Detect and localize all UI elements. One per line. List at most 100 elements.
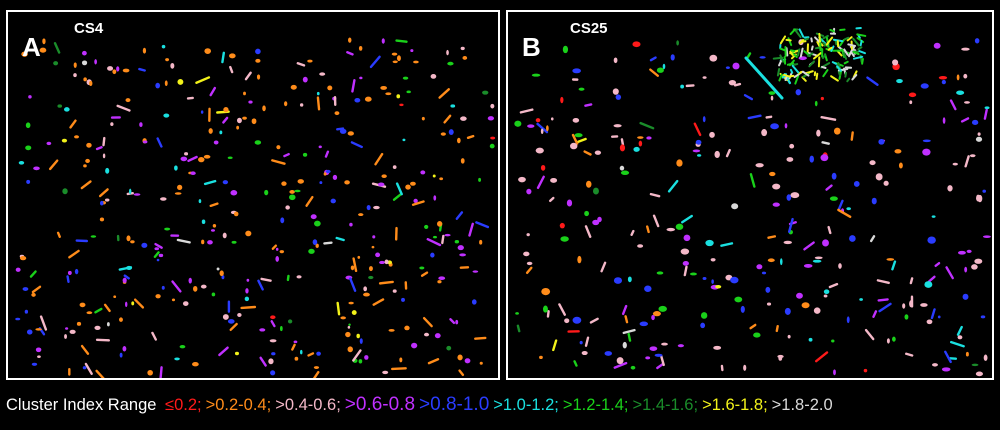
cluster-mark — [102, 136, 106, 147]
cluster-mark — [122, 68, 130, 73]
cluster-mark — [264, 189, 269, 196]
cluster-mark — [725, 66, 730, 70]
cluster-mark — [195, 76, 211, 84]
cluster-mark — [312, 370, 320, 378]
cluster-mark — [420, 170, 426, 175]
cluster-mark — [621, 304, 628, 316]
cluster-mark — [846, 77, 851, 83]
cluster-mark — [838, 263, 842, 269]
cluster-mark — [363, 286, 368, 292]
cluster-mark — [29, 270, 37, 278]
cluster-mark — [766, 302, 772, 306]
cluster-mark — [378, 280, 394, 285]
cluster-mark — [869, 160, 876, 166]
cluster-mark — [211, 292, 216, 297]
cluster-mark — [863, 368, 868, 373]
cluster-mark — [396, 94, 401, 99]
cluster-mark — [236, 125, 240, 130]
cluster-mark — [242, 116, 247, 120]
cluster-mark — [151, 331, 157, 341]
cluster-mark — [898, 162, 903, 169]
cluster-mark — [857, 46, 863, 51]
cluster-mark — [814, 351, 829, 363]
cluster-mark — [316, 351, 321, 356]
cluster-mark — [201, 239, 205, 245]
cluster-mark — [198, 156, 205, 163]
cluster-mark — [313, 366, 320, 369]
cluster-mark — [830, 45, 835, 52]
cluster-mark — [236, 117, 242, 124]
cluster-mark — [559, 222, 565, 229]
cluster-mark — [725, 148, 731, 158]
cluster-mark — [713, 345, 722, 350]
legend-item: >0.8-1.0 — [419, 394, 490, 415]
cluster-mark — [444, 233, 451, 237]
cluster-mark — [850, 51, 855, 58]
cluster-mark — [283, 152, 290, 158]
cluster-mark — [859, 298, 863, 301]
cluster-mark — [831, 339, 835, 343]
cluster-mark — [424, 224, 429, 229]
cluster-mark — [257, 279, 264, 291]
cluster-mark — [779, 35, 787, 45]
cluster-mark — [680, 248, 690, 255]
cluster-mark — [245, 230, 252, 237]
cluster-mark — [689, 272, 697, 276]
cluster-mark — [373, 205, 380, 210]
cluster-mark — [366, 204, 371, 211]
cluster-mark — [971, 264, 978, 270]
cluster-mark — [256, 74, 261, 80]
cluster-mark — [99, 217, 105, 222]
cluster-mark — [294, 189, 301, 193]
cluster-mark — [259, 356, 267, 367]
cluster-mark — [583, 150, 592, 156]
cluster-mark — [223, 106, 229, 113]
cluster-mark — [964, 101, 970, 104]
cluster-mark — [976, 194, 981, 202]
cluster-mark — [784, 307, 791, 315]
cluster-mark — [776, 67, 781, 77]
cluster-mark — [457, 354, 463, 361]
cluster-mark — [830, 75, 839, 82]
cluster-mark — [83, 77, 87, 82]
cluster-mark — [720, 242, 734, 247]
cluster-mark — [702, 116, 706, 123]
cluster-mark — [755, 163, 764, 168]
cluster-mark — [449, 318, 456, 324]
cluster-mark — [171, 298, 176, 302]
cluster-mark — [410, 49, 414, 53]
cluster-mark — [287, 319, 293, 324]
cluster-mark — [872, 310, 878, 318]
cluster-mark — [450, 104, 456, 108]
cluster-mark — [927, 275, 936, 283]
cluster-mark — [941, 79, 946, 85]
cluster-mark — [349, 222, 353, 227]
cluster-mark — [677, 344, 684, 348]
cluster-mark — [531, 73, 541, 77]
cluster-mark — [248, 100, 253, 104]
cluster-mark — [627, 332, 632, 342]
cluster-mark — [700, 322, 706, 329]
cluster-mark — [798, 56, 807, 61]
cluster-mark — [319, 181, 323, 185]
cluster-mark — [651, 314, 655, 321]
cluster-mark — [594, 150, 602, 155]
cluster-mark — [560, 96, 564, 104]
cluster-mark — [283, 101, 288, 107]
cluster-mark — [535, 118, 541, 123]
cluster-mark — [883, 180, 889, 186]
cluster-mark — [523, 251, 530, 257]
cluster-mark — [709, 54, 718, 62]
cluster-mark — [540, 164, 546, 171]
cluster-mark — [956, 90, 965, 95]
cluster-mark — [377, 182, 385, 187]
cluster-mark — [815, 72, 819, 81]
cluster-mark — [119, 352, 123, 358]
cluster-mark — [430, 74, 437, 79]
cluster-mark — [180, 156, 188, 162]
cluster-mark — [142, 140, 148, 144]
cluster-mark — [662, 63, 666, 70]
cluster-mark — [778, 356, 783, 361]
cluster-mark — [848, 48, 854, 58]
cluster-mark — [39, 47, 47, 53]
